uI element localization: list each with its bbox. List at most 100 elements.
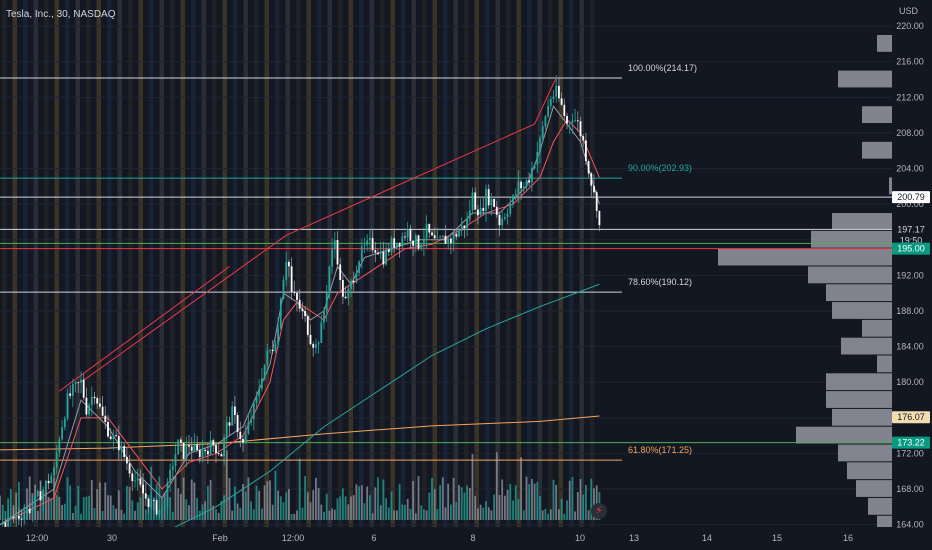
volume-bar: [61, 505, 63, 520]
volume-bar: [255, 485, 258, 520]
candle-body: [485, 189, 487, 211]
volume-bar: [447, 483, 450, 520]
candle-body: [420, 244, 423, 249]
volume-bar: [568, 480, 571, 520]
candle-body: [385, 249, 387, 265]
volume-bar: [277, 490, 279, 520]
candle-body: [585, 140, 587, 162]
volume-bar: [369, 495, 371, 520]
volume-bar: [190, 479, 193, 520]
candle-body: [331, 249, 333, 267]
candle-body: [174, 454, 177, 466]
y-tick-label: 172.00: [896, 448, 924, 458]
candle-body: [458, 231, 460, 237]
candle-body: [215, 445, 217, 454]
volume-bar: [50, 498, 53, 520]
candle-body: [31, 507, 34, 514]
volume-bar: [239, 507, 242, 520]
candle-body: [255, 396, 258, 404]
volume-bar: [158, 476, 161, 520]
x-tick-label: 16: [843, 533, 853, 543]
fib-level-label: 78.60%(190.12): [628, 277, 692, 287]
volume-bar: [501, 479, 504, 520]
volume-profile-bar: [838, 444, 892, 462]
candle-body: [158, 509, 161, 515]
volume-bar: [182, 477, 185, 520]
candle-body: [107, 421, 109, 437]
volume-bar: [420, 505, 423, 520]
price-axis[interactable]: 164.00168.00172.00176.00180.00184.00188.…: [892, 0, 932, 550]
candle-body: [404, 236, 406, 238]
volume-bar: [560, 498, 563, 520]
volume-bar: [301, 507, 304, 520]
volume-bar: [228, 478, 231, 520]
volume-bar: [315, 477, 317, 520]
volume-profile-bar: [832, 213, 892, 230]
volume-bar: [220, 500, 223, 520]
volume-bar: [72, 513, 74, 520]
volume-bar: [126, 485, 128, 520]
candle-body: [425, 223, 428, 239]
volume-profile-bar: [826, 284, 892, 302]
candle-body: [234, 406, 236, 415]
volume-bar: [571, 477, 574, 520]
volume-bar: [406, 498, 409, 520]
volume-bar: [514, 485, 517, 520]
candle-body: [333, 240, 336, 250]
candle-body: [23, 513, 26, 520]
candle-body: [525, 180, 528, 187]
volume-profile: [718, 35, 892, 533]
candle-body: [552, 96, 555, 100]
candle-body: [358, 261, 360, 274]
y-tick-label: 212.00: [896, 92, 924, 102]
x-tick-label: 6: [371, 533, 376, 543]
volume-bar: [320, 504, 323, 520]
volume-bar: [123, 513, 126, 520]
volume-bar: [423, 509, 425, 520]
volume-bar: [69, 485, 72, 520]
volume-bar: [379, 505, 382, 520]
candle-body: [236, 414, 239, 432]
candle-body: [522, 186, 525, 189]
volume-bar: [439, 485, 441, 520]
volume-profile-bar: [811, 230, 892, 248]
price-label-text: 195.00: [897, 244, 925, 254]
candle-body: [533, 164, 536, 169]
candle-body: [566, 115, 568, 124]
volume-bar: [390, 491, 393, 520]
volume-bar: [549, 509, 552, 520]
volume-bar: [269, 480, 271, 520]
candle-body: [441, 235, 444, 238]
fibonacci-levels: 100.00%(214.17) 90.00%(202.93) 78.60%(190.…: [0, 63, 697, 461]
candle-body: [261, 378, 263, 389]
volume-bar: [360, 485, 363, 520]
volume-bar: [185, 499, 188, 520]
volume-bar: [471, 454, 474, 520]
candle-body: [288, 262, 290, 267]
candle-body: [504, 216, 506, 219]
volume-bar: [563, 513, 566, 520]
candle-body: [209, 440, 212, 455]
time-axis[interactable]: 12:00 30 Feb 12:00 6 8 10 13 14 15 16: [0, 527, 892, 550]
candle-body: [228, 422, 231, 426]
candle-body: [595, 192, 598, 211]
candle-body: [393, 238, 396, 248]
volume-bar: [115, 508, 117, 520]
candle-body: [312, 344, 315, 348]
volume-bar: [436, 509, 439, 520]
candle-body: [80, 379, 82, 383]
candle-body: [495, 206, 498, 215]
volume-bar: [288, 488, 290, 520]
volume-bar: [252, 509, 255, 520]
volume-bar: [36, 510, 39, 520]
volume-bar: [136, 502, 139, 520]
ma-long-line: [161, 283, 600, 534]
volume-bar: [55, 495, 58, 520]
trend-line: [80, 234, 287, 383]
flash-icon[interactable]: ⚡: [591, 503, 607, 519]
candle-body: [579, 121, 582, 137]
candle-body: [72, 384, 74, 396]
volume-bar: [582, 494, 585, 520]
